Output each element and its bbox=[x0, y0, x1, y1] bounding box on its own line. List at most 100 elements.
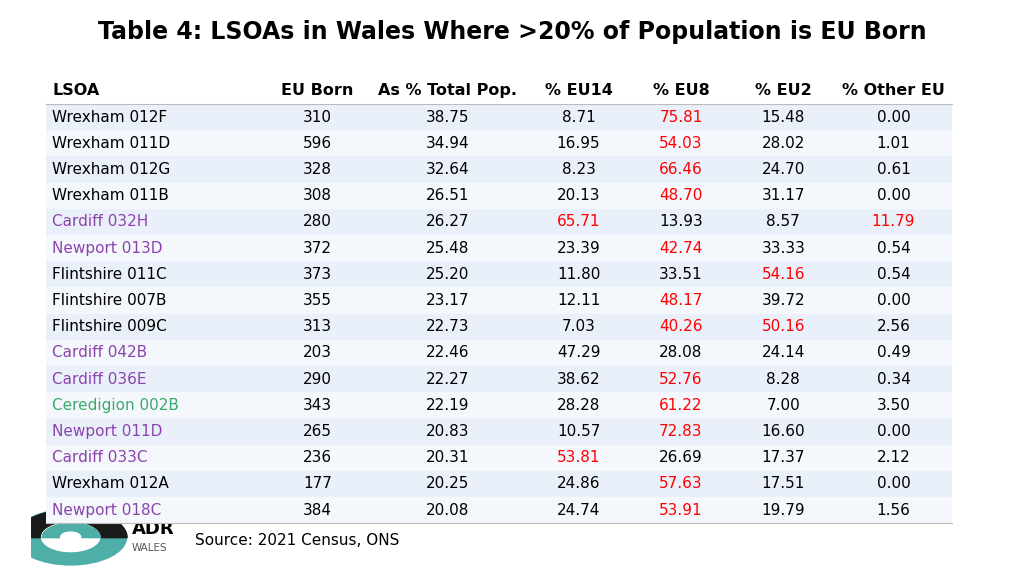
Text: 32.64: 32.64 bbox=[426, 162, 470, 177]
Text: % EU8: % EU8 bbox=[652, 84, 710, 98]
Text: 177: 177 bbox=[303, 476, 332, 491]
Text: Wrexham 012G: Wrexham 012G bbox=[52, 162, 170, 177]
Text: 16.95: 16.95 bbox=[557, 136, 600, 151]
Text: % EU2: % EU2 bbox=[755, 84, 812, 98]
Text: 39.72: 39.72 bbox=[762, 293, 805, 308]
Text: 42.74: 42.74 bbox=[659, 241, 702, 256]
Text: Wrexham 011D: Wrexham 011D bbox=[52, 136, 170, 151]
Text: Wrexham 011B: Wrexham 011B bbox=[52, 188, 169, 203]
Text: 2.12: 2.12 bbox=[877, 450, 910, 465]
Text: 24.86: 24.86 bbox=[557, 476, 600, 491]
Text: 24.74: 24.74 bbox=[557, 503, 600, 518]
Text: Wrexham 012A: Wrexham 012A bbox=[52, 476, 169, 491]
Text: Flintshire 011C: Flintshire 011C bbox=[52, 267, 167, 282]
Text: 308: 308 bbox=[303, 188, 332, 203]
Text: % EU14: % EU14 bbox=[545, 84, 612, 98]
Text: 25.48: 25.48 bbox=[426, 241, 470, 256]
Text: 38.62: 38.62 bbox=[557, 372, 600, 386]
Text: 310: 310 bbox=[303, 109, 332, 124]
Text: WALES: WALES bbox=[132, 543, 168, 553]
Text: 203: 203 bbox=[303, 346, 332, 361]
Text: 20.25: 20.25 bbox=[426, 476, 470, 491]
Text: 290: 290 bbox=[303, 372, 332, 386]
Text: 65.71: 65.71 bbox=[557, 214, 600, 229]
Text: 328: 328 bbox=[303, 162, 332, 177]
Text: 22.27: 22.27 bbox=[426, 372, 470, 386]
Text: Flintshire 007B: Flintshire 007B bbox=[52, 293, 167, 308]
Text: 8.57: 8.57 bbox=[767, 214, 800, 229]
Text: 53.81: 53.81 bbox=[557, 450, 600, 465]
Circle shape bbox=[14, 509, 127, 565]
Text: Cardiff 036E: Cardiff 036E bbox=[52, 372, 146, 386]
Text: As % Total Pop.: As % Total Pop. bbox=[379, 84, 517, 98]
Text: 48.70: 48.70 bbox=[659, 188, 702, 203]
Text: 33.51: 33.51 bbox=[659, 267, 702, 282]
Text: 28.02: 28.02 bbox=[762, 136, 805, 151]
Text: 15.48: 15.48 bbox=[762, 109, 805, 124]
Text: 3.50: 3.50 bbox=[877, 398, 910, 413]
Text: 54.03: 54.03 bbox=[659, 136, 702, 151]
Text: LSOA: LSOA bbox=[52, 84, 99, 98]
Text: 2.56: 2.56 bbox=[877, 319, 910, 334]
Text: 280: 280 bbox=[303, 214, 332, 229]
Text: 13.93: 13.93 bbox=[659, 214, 702, 229]
Text: Newport 013D: Newport 013D bbox=[52, 241, 163, 256]
Text: 25.20: 25.20 bbox=[426, 267, 470, 282]
Text: 61.22: 61.22 bbox=[659, 398, 702, 413]
Text: 384: 384 bbox=[303, 503, 332, 518]
Circle shape bbox=[60, 532, 81, 542]
Text: 0.61: 0.61 bbox=[877, 162, 910, 177]
Text: 38.75: 38.75 bbox=[426, 109, 470, 124]
Text: 48.17: 48.17 bbox=[659, 293, 702, 308]
Text: 20.13: 20.13 bbox=[557, 188, 600, 203]
Text: 373: 373 bbox=[303, 267, 332, 282]
Text: Newport 011D: Newport 011D bbox=[52, 424, 163, 439]
Text: 355: 355 bbox=[303, 293, 332, 308]
Text: 40.26: 40.26 bbox=[659, 319, 702, 334]
Text: Flintshire 009C: Flintshire 009C bbox=[52, 319, 167, 334]
Text: 0.00: 0.00 bbox=[877, 293, 910, 308]
Text: EU Born: EU Born bbox=[282, 84, 353, 98]
Text: 0.54: 0.54 bbox=[877, 241, 910, 256]
Text: Cardiff 042B: Cardiff 042B bbox=[52, 346, 147, 361]
Text: 372: 372 bbox=[303, 241, 332, 256]
Text: 24.70: 24.70 bbox=[762, 162, 805, 177]
Text: 72.83: 72.83 bbox=[659, 424, 702, 439]
Text: 22.19: 22.19 bbox=[426, 398, 470, 413]
Text: 11.79: 11.79 bbox=[871, 214, 915, 229]
Text: 54.16: 54.16 bbox=[762, 267, 805, 282]
Text: 313: 313 bbox=[303, 319, 332, 334]
Text: 31.17: 31.17 bbox=[762, 188, 805, 203]
Text: 8.23: 8.23 bbox=[561, 162, 596, 177]
Text: Table 4: LSOAs in Wales Where >20% of Population is EU Born: Table 4: LSOAs in Wales Where >20% of Po… bbox=[97, 20, 927, 44]
Text: 47.29: 47.29 bbox=[557, 346, 600, 361]
Text: 8.71: 8.71 bbox=[562, 109, 595, 124]
Text: 596: 596 bbox=[303, 136, 332, 151]
Text: 28.28: 28.28 bbox=[557, 398, 600, 413]
Text: 52.76: 52.76 bbox=[659, 372, 702, 386]
Text: ADR: ADR bbox=[132, 520, 174, 538]
Text: 33.33: 33.33 bbox=[762, 241, 805, 256]
Text: 53.91: 53.91 bbox=[659, 503, 702, 518]
Text: 0.34: 0.34 bbox=[877, 372, 910, 386]
Text: 23.17: 23.17 bbox=[426, 293, 470, 308]
Text: 20.31: 20.31 bbox=[426, 450, 470, 465]
Text: 16.60: 16.60 bbox=[762, 424, 805, 439]
Text: 11.80: 11.80 bbox=[557, 267, 600, 282]
Text: Cardiff 033C: Cardiff 033C bbox=[52, 450, 147, 465]
Text: 66.46: 66.46 bbox=[659, 162, 702, 177]
Text: 22.73: 22.73 bbox=[426, 319, 470, 334]
Text: Wrexham 012F: Wrexham 012F bbox=[52, 109, 167, 124]
Text: Ceredigion 002B: Ceredigion 002B bbox=[52, 398, 179, 413]
Text: 24.14: 24.14 bbox=[762, 346, 805, 361]
Text: 7.00: 7.00 bbox=[767, 398, 800, 413]
Text: 19.79: 19.79 bbox=[762, 503, 805, 518]
Text: 50.16: 50.16 bbox=[762, 319, 805, 334]
Text: % Other EU: % Other EU bbox=[842, 84, 945, 98]
Text: 20.08: 20.08 bbox=[426, 503, 470, 518]
Text: 23.39: 23.39 bbox=[557, 241, 600, 256]
Text: 236: 236 bbox=[303, 450, 332, 465]
Text: 26.69: 26.69 bbox=[659, 450, 702, 465]
Text: 34.94: 34.94 bbox=[426, 136, 470, 151]
Text: 0.00: 0.00 bbox=[877, 476, 910, 491]
